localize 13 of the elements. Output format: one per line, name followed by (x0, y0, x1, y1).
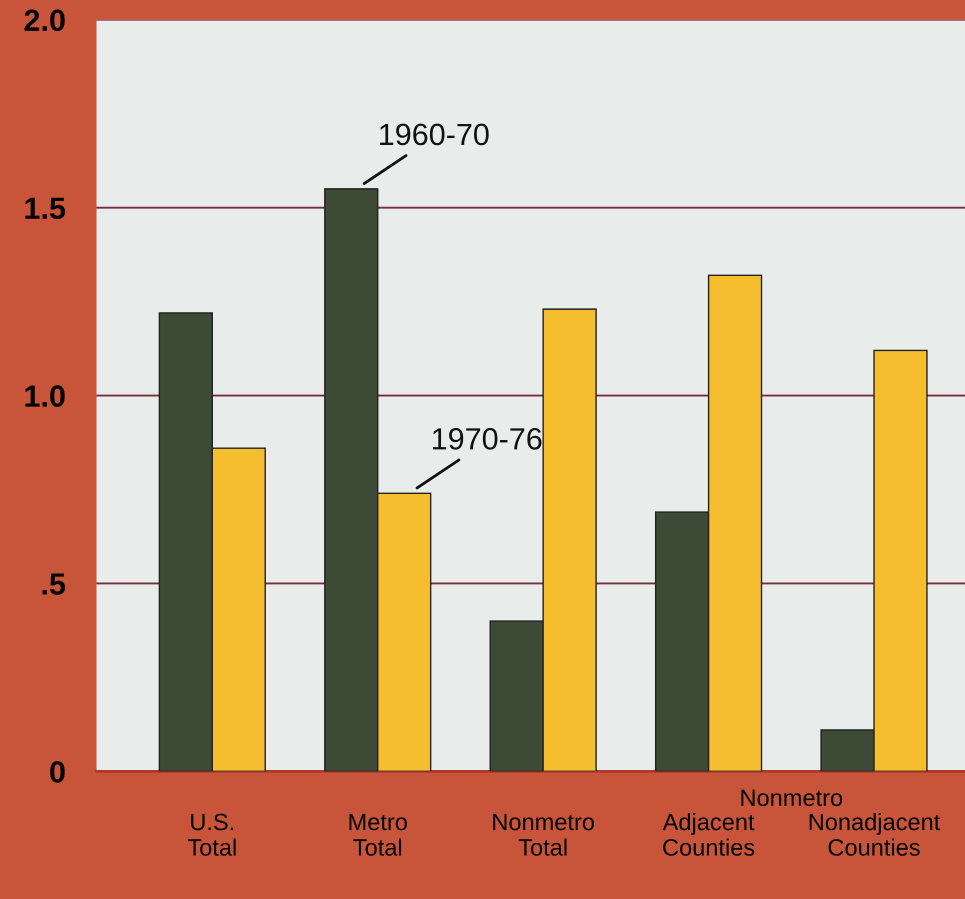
series-label: 1960-70 (380, 124, 489, 146)
x-tick-label: U.S. Total (188, 814, 236, 856)
y-tick-label: 0 (50, 761, 65, 783)
x-tick-label: Metro Total (349, 814, 407, 856)
x-tick-label: Nonmetro Total (493, 814, 594, 856)
y-tick-label: 2.0 (24, 10, 65, 32)
series-label: 1970-76 (432, 428, 542, 450)
text: Nonmetro (741, 790, 842, 806)
y-tick-label: 1.5 (25, 198, 66, 220)
x-tick-label: Nonadjacent Counties (810, 813, 940, 856)
y-tick-label: 1.0 (25, 385, 65, 407)
y-tick-label: .5 (42, 574, 66, 595)
x-tick-label: Adjacent Counties (662, 813, 754, 856)
